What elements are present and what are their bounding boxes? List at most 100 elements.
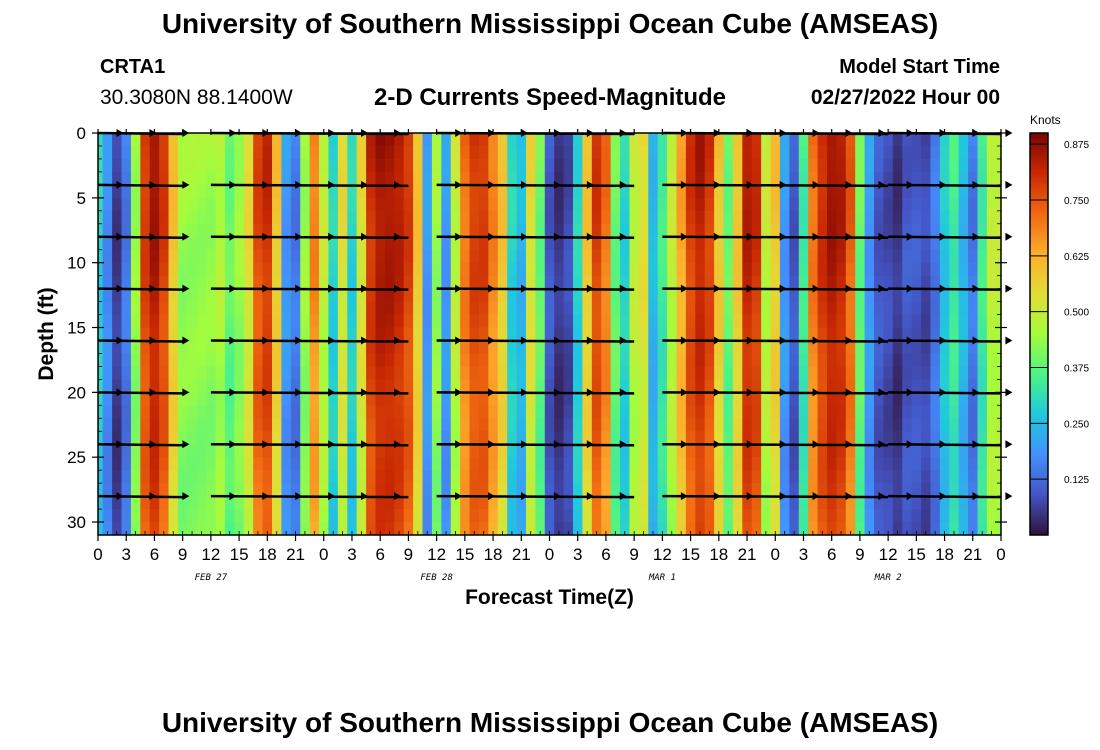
heatmap-cell	[516, 431, 527, 445]
heatmap-cell	[808, 340, 818, 354]
heatmap-cell	[488, 496, 499, 510]
heatmap-cell	[582, 275, 593, 290]
heatmap-cell	[121, 483, 132, 497]
heatmap-cell	[319, 158, 329, 173]
heatmap-cell	[986, 418, 997, 432]
heatmap-cell	[262, 327, 273, 341]
heatmap-cell	[742, 340, 753, 354]
heatmap-cell	[742, 145, 753, 160]
heatmap-cell	[319, 145, 329, 160]
heatmap-cell	[667, 288, 677, 302]
heatmap-cell	[394, 171, 405, 186]
heatmap-cell	[149, 392, 160, 406]
heatmap-cell	[638, 275, 649, 290]
heatmap-cell	[704, 133, 715, 147]
heatmap-cell	[196, 392, 207, 406]
heatmap-cell	[234, 522, 245, 536]
heatmap-cell	[667, 418, 677, 432]
heatmap-cell	[516, 418, 527, 432]
heatmap-cell	[582, 379, 593, 393]
heatmap-cell	[939, 483, 950, 497]
heatmap-cell	[525, 210, 536, 225]
heatmap-cell	[864, 249, 875, 264]
heatmap-cell	[300, 275, 311, 290]
heatmap-cell	[779, 327, 790, 341]
heatmap-cell	[450, 262, 461, 277]
heatmap-cell	[375, 249, 386, 264]
y-tick-label: 5	[77, 189, 86, 208]
heatmap-cell	[770, 483, 781, 497]
heatmap-cell	[704, 197, 715, 212]
heatmap-cell	[695, 366, 706, 380]
vector-line	[210, 442, 409, 447]
heatmap-cell	[864, 133, 875, 147]
heatmap-cell	[375, 522, 386, 536]
heatmap-cell	[215, 171, 226, 186]
heatmap-cell	[149, 444, 160, 458]
heatmap-cell	[196, 496, 207, 510]
heatmap-cell	[450, 353, 461, 367]
heatmap-cell	[460, 327, 470, 341]
heatmap-cell	[159, 457, 169, 471]
heatmap-cell	[544, 379, 555, 393]
heatmap-cell	[921, 197, 931, 212]
heatmap-cell	[864, 366, 875, 380]
heatmap-cell	[149, 327, 160, 341]
heatmap-cell	[657, 223, 668, 238]
heatmap-cell	[789, 171, 800, 186]
vector-arrowhead	[488, 284, 496, 293]
heatmap-cell	[300, 522, 311, 536]
heatmap-cell	[290, 184, 301, 199]
heatmap-cell	[685, 197, 696, 212]
vector-arrowhead	[229, 440, 237, 449]
heatmap-cell	[394, 197, 405, 212]
heatmap-cell	[704, 379, 715, 393]
heatmap-cell	[836, 171, 847, 186]
heatmap-cell	[187, 496, 198, 510]
heatmap-cell	[319, 366, 329, 380]
heatmap-cell	[431, 288, 442, 302]
heatmap-cell	[215, 340, 226, 354]
heatmap-cell	[864, 171, 875, 186]
heatmap-cell	[817, 275, 828, 290]
heatmap-cell	[98, 353, 104, 367]
heatmap-cell	[742, 158, 753, 173]
heatmap-cell	[450, 483, 461, 497]
heatmap-cell	[431, 145, 442, 160]
vector-arrowhead	[845, 336, 853, 345]
heatmap-cell	[112, 249, 122, 264]
heatmap-cell	[977, 509, 988, 523]
heatmap-cell	[629, 145, 640, 160]
heatmap-cell	[497, 379, 508, 393]
heatmap-cell	[319, 197, 329, 212]
heatmap-cell	[450, 145, 461, 160]
heatmap-cell	[272, 301, 282, 315]
heatmap-cell	[478, 301, 489, 315]
heatmap-cell	[206, 262, 216, 277]
heatmap-cell	[272, 327, 282, 341]
heatmap-cell	[732, 262, 743, 277]
heatmap-cell	[601, 145, 612, 160]
heatmap-cell	[441, 184, 452, 199]
vector-line	[210, 183, 409, 188]
heatmap-cell	[751, 210, 762, 225]
heatmap-cell	[243, 444, 254, 458]
heatmap-cell	[403, 418, 414, 432]
heatmap-cell	[535, 184, 546, 199]
heatmap-cell	[620, 223, 630, 238]
heatmap-cell	[262, 262, 273, 277]
heatmap-cell	[413, 301, 423, 315]
heatmap-cell	[657, 353, 668, 367]
heatmap-cell	[939, 366, 950, 380]
heatmap-cell	[130, 236, 141, 251]
heatmap-cell	[253, 223, 264, 238]
heatmap-cell	[874, 327, 884, 341]
heatmap-cell	[375, 405, 386, 419]
heatmap-cell	[949, 405, 960, 419]
heatmap-cell	[403, 236, 414, 251]
heatmap-cell	[883, 444, 894, 458]
x-tick-label: 0	[93, 545, 102, 564]
heatmap-cell	[544, 470, 555, 484]
heatmap-cell	[939, 340, 950, 354]
heatmap-cell	[168, 457, 179, 471]
